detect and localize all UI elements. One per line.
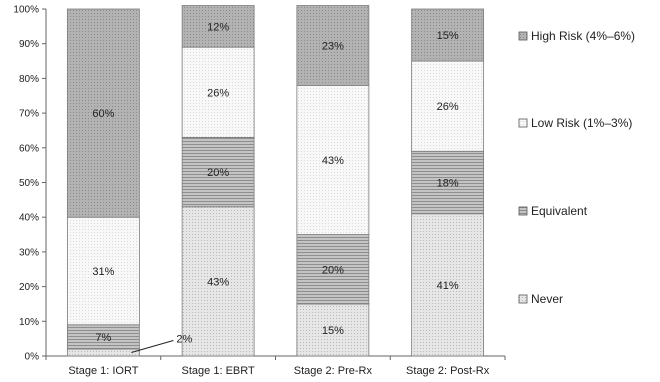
y-tick-label: 70% — [19, 109, 39, 120]
data-label: 26% — [437, 101, 459, 113]
bar-segment — [181, 46, 255, 138]
bar-segment — [66, 348, 140, 357]
legend-swatch — [518, 31, 528, 41]
data-label: 12% — [207, 21, 229, 33]
y-tick-label: 30% — [19, 247, 39, 258]
bar-segment — [411, 60, 485, 152]
legend-swatch — [518, 294, 528, 304]
legend-swatch — [518, 118, 528, 128]
category-label: Stage 1: EBRT — [182, 365, 255, 377]
data-label: 60% — [92, 108, 114, 120]
data-label: 15% — [437, 30, 459, 42]
category-label: Stage 2: Post-Rx — [406, 365, 490, 377]
data-label: 43% — [322, 155, 344, 167]
legend-label: Low Risk (1%–3%) — [531, 116, 632, 130]
data-label: 7% — [95, 332, 111, 344]
data-label: 31% — [92, 266, 114, 278]
data-label: 20% — [207, 167, 229, 179]
bar-segment — [296, 303, 370, 357]
y-tick-label: 90% — [19, 39, 39, 50]
bar-segment — [181, 136, 255, 208]
legend-label: High Risk (4%–6%) — [531, 29, 635, 43]
y-tick-label: 100% — [13, 5, 39, 16]
data-label: 41% — [437, 280, 459, 292]
y-tick-label: 80% — [19, 74, 39, 85]
category-label: Stage 2: Pre-Rx — [294, 365, 373, 377]
bar-segment — [66, 8, 140, 218]
bar-segment — [181, 5, 255, 48]
bar-segment — [296, 5, 370, 86]
data-label-leader — [131, 340, 174, 354]
y-tick-label: 0% — [25, 352, 40, 363]
data-label: 2% — [176, 334, 192, 346]
data-label: 15% — [322, 325, 344, 337]
bar-segment — [411, 213, 485, 357]
bar-segment — [411, 150, 485, 215]
legend-swatch — [518, 206, 528, 216]
category-label: Stage 1: IORT — [68, 365, 138, 377]
bar-segment — [296, 234, 370, 305]
bar-segment — [411, 8, 485, 62]
y-tick-label: 20% — [19, 282, 39, 293]
bar-segment — [181, 206, 255, 357]
data-label: 20% — [322, 264, 344, 276]
y-tick-label: 40% — [19, 213, 39, 224]
data-label: 26% — [207, 87, 229, 99]
y-tick-label: 10% — [19, 317, 39, 328]
y-tick-label: 50% — [19, 178, 39, 189]
legend-label: Never — [531, 292, 563, 306]
legend-label: Equivalent — [531, 204, 588, 218]
bar-segment — [296, 84, 370, 235]
data-label: 43% — [207, 276, 229, 288]
data-label: 18% — [437, 178, 459, 190]
y-tick-label: 60% — [19, 143, 39, 154]
data-label: 23% — [322, 40, 344, 52]
